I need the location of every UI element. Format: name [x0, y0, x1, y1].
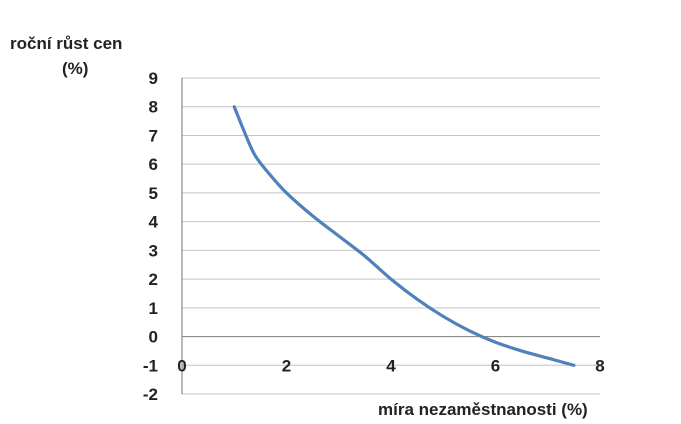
y-tick-label-9: 0 [149, 328, 158, 347]
y-tick-label-3: 6 [149, 155, 158, 174]
y-tick-label-4: 5 [149, 184, 158, 203]
y-axis-label-line-2: (%) [62, 59, 89, 78]
y-tick-label-7: 2 [149, 270, 158, 289]
x-tick-label-4: 8 [595, 356, 604, 375]
x-tick-label-2: 4 [386, 356, 396, 375]
y-tick-label-11: -2 [143, 385, 158, 404]
y-tick-label-2: 7 [149, 126, 158, 145]
y-tick-label-6: 3 [149, 241, 158, 260]
x-axis-label: míra nezaměstnanosti (%) [378, 400, 588, 419]
x-tick-label-0: 0 [177, 356, 186, 375]
x-tick-label-3: 6 [491, 356, 500, 375]
y-tick-label-1: 8 [149, 98, 158, 117]
y-tick-label-0: 9 [149, 69, 158, 88]
series-line-0 [232, 105, 576, 367]
y-tick-label-5: 4 [149, 213, 159, 232]
x-tick-label-1: 2 [282, 356, 291, 375]
y-axis-label-line-1: roční růst cen [10, 34, 123, 53]
y-tick-label-8: 1 [149, 299, 158, 318]
y-tick-label-10: -1 [143, 356, 158, 375]
